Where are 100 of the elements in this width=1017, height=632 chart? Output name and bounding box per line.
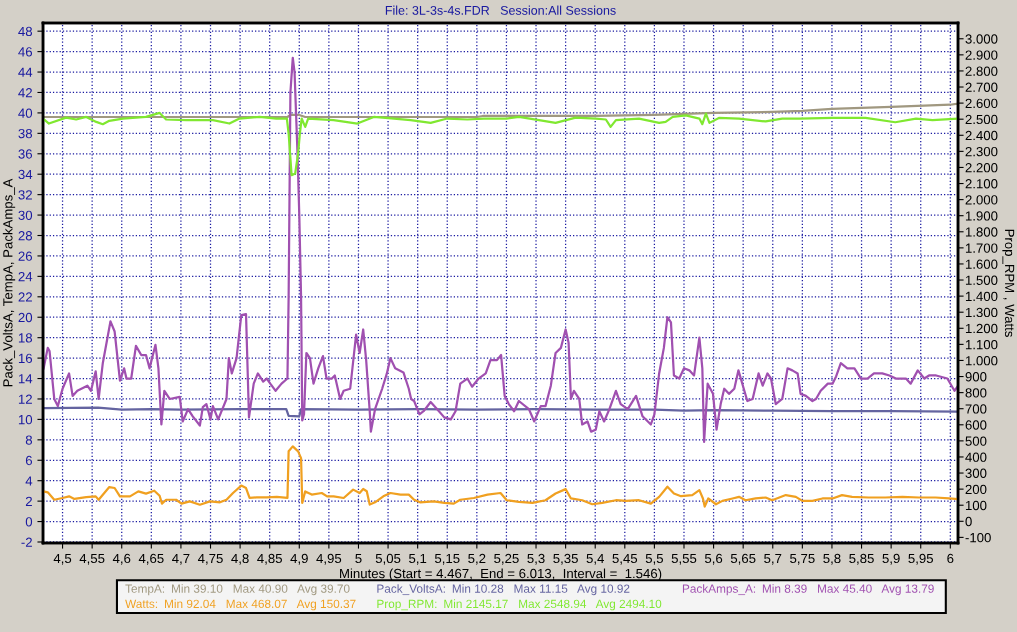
line-series <box>43 406 959 418</box>
x-tick-label: 5,8 <box>823 553 841 565</box>
y-tick-label: 6 <box>25 455 33 466</box>
y-tick-label: 4 <box>25 476 33 486</box>
x-tick-label: 4,95 <box>316 553 342 565</box>
x-tick-label: 5,25 <box>494 553 519 565</box>
x-tick-label: 5,85 <box>849 553 874 565</box>
text: PackAmps_A: <box>682 584 756 596</box>
x-tick-label: 4,75 <box>197 553 223 565</box>
y-tick-label: 10 <box>18 414 33 425</box>
x-tick-label: 4,9 <box>290 553 308 565</box>
x-tick-label: 5,5 <box>645 553 664 565</box>
x-tick-label: 5,45 <box>612 553 638 565</box>
y2-tick-label: 200 <box>965 484 987 495</box>
chart-title: File: 3L-3s-4s.FDR Session:All Sessions <box>385 5 616 15</box>
x-tick-label: 4,5 <box>53 553 72 565</box>
x-tick-label: 5,55 <box>671 553 697 565</box>
y2-tick-label: 1.700 <box>965 243 998 253</box>
y-tick-label: 36 <box>18 149 33 159</box>
y-tick-label: 12 <box>18 394 32 404</box>
y2-tick-label: 700 <box>965 404 987 414</box>
y2-tick-label: 1.500 <box>965 275 998 285</box>
y2-tick-label: 300 <box>965 468 987 478</box>
x-tick-label: 4,65 <box>138 553 164 565</box>
y2-tick-label: 2.800 <box>965 66 998 76</box>
y2-tick-label: 2.100 <box>965 179 998 189</box>
y2-tick-label: 1.200 <box>965 323 998 334</box>
y-tick-label: 46 <box>18 47 33 57</box>
y2-tick-label: 2.300 <box>965 146 998 157</box>
x-tick-label: 6 <box>947 553 954 564</box>
y-tick-label: 22 <box>18 292 32 302</box>
y-tick-label: 18 <box>18 333 33 343</box>
y2-tick-label: 100 <box>965 500 987 511</box>
x-tick-label: 5,7 <box>764 553 782 565</box>
text: Min 2145.17 Max 2548.94 Avg 2494.10 <box>444 599 662 611</box>
y2-tick-label: 2.500 <box>965 114 998 125</box>
x-tick-label: 5,1 <box>409 553 427 565</box>
x-tick-label: 4,8 <box>231 553 249 565</box>
y-tick-label: 30 <box>18 210 33 220</box>
y2-tick-label: 2.900 <box>965 50 998 60</box>
y-tick-label: 42 <box>18 88 32 98</box>
y2-axis-title: Prop_RPM , Watts <box>1002 229 1015 337</box>
y2-tick-label: 1.900 <box>965 211 998 221</box>
y2-tick-label: 400 <box>965 452 987 462</box>
y2-tick-label: 900 <box>965 372 987 382</box>
y2-tick-label: 2.400 <box>965 130 998 141</box>
y2-tick-label: -100 <box>965 532 991 543</box>
y2-tick-label: 800 <box>965 388 987 398</box>
x-tick-label: 5 <box>355 553 362 564</box>
x-tick-label: 5,4 <box>586 553 604 565</box>
line-series <box>43 111 959 177</box>
x-tick-label: 4,85 <box>257 553 282 565</box>
x-tick-label: 4,6 <box>112 553 131 565</box>
y-tick-label: 20 <box>18 312 33 323</box>
x-tick-label: 5,6 <box>704 553 723 565</box>
y-tick-label: 26 <box>18 251 33 261</box>
text: Min 8.39 Max 45.40 Avg 13.79 <box>762 584 934 596</box>
y2-tick-label: 2.000 <box>965 195 998 205</box>
y-tick-label: 2 <box>25 496 32 506</box>
y2-tick-label: 1.800 <box>965 227 998 237</box>
x-tick-label: 5,75 <box>790 553 815 565</box>
y-tick-label: 28 <box>18 231 33 241</box>
y-tick-label: 8 <box>25 435 33 445</box>
y-tick-label: 48 <box>18 26 33 37</box>
y2-tick-label: 2.700 <box>965 82 998 92</box>
x-axis-title: Minutes (Start = 4.467, End = 6.013, Interval = 1.546) <box>340 568 662 581</box>
line-series <box>43 56 959 443</box>
text: TempA: <box>125 584 165 596</box>
y2-tick-label: 2.600 <box>965 98 998 109</box>
y-tick-label: -2 <box>21 537 32 547</box>
x-tick-label: 4,7 <box>172 553 190 565</box>
x-tick-label: 5,05 <box>375 553 401 565</box>
y2-tick-label: 1.600 <box>965 259 998 269</box>
line-series <box>43 102 959 119</box>
x-tick-label: 5,35 <box>553 553 578 565</box>
text: Pack_VoltsA: <box>377 584 445 596</box>
x-tick-label: 4,55 <box>79 553 105 565</box>
x-tick-label: 5,2 <box>468 553 486 565</box>
y2-tick-label: 1.100 <box>965 339 998 350</box>
y-tick-label: 0 <box>25 517 33 527</box>
x-tick-label: 5,15 <box>434 553 460 565</box>
x-tick-label: 5,3 <box>527 553 545 565</box>
y2-tick-label: 1.000 <box>965 356 998 366</box>
y2-tick-label: 500 <box>965 436 987 446</box>
y-axis-title: Pack_VoltsA, TempA, PackAmps_A <box>2 178 16 387</box>
y-tick-label: 40 <box>18 108 33 118</box>
y-tick-label: 44 <box>18 67 33 77</box>
x-tick-label: 5,9 <box>882 553 900 565</box>
text: Min 10.28 Max 11.15 Avg 10.92 <box>452 584 630 596</box>
x-tick-label: 5,65 <box>730 553 756 565</box>
y2-tick-label: 0 <box>965 516 972 527</box>
y-tick-label: 34 <box>18 169 33 180</box>
text: Min 92.04 Max 468.07 Avg 150.37 <box>165 599 356 611</box>
text: Min 39.10 Max 40.90 Avg 39.70 <box>172 584 350 596</box>
line-series <box>43 445 959 508</box>
y2-tick-label: 1.300 <box>965 307 998 318</box>
y2-tick-label: 3.000 <box>965 34 998 44</box>
text: Watts: <box>125 599 158 608</box>
text: Prop_RPM: <box>377 599 437 611</box>
y2-tick-label: 2.200 <box>965 163 998 173</box>
